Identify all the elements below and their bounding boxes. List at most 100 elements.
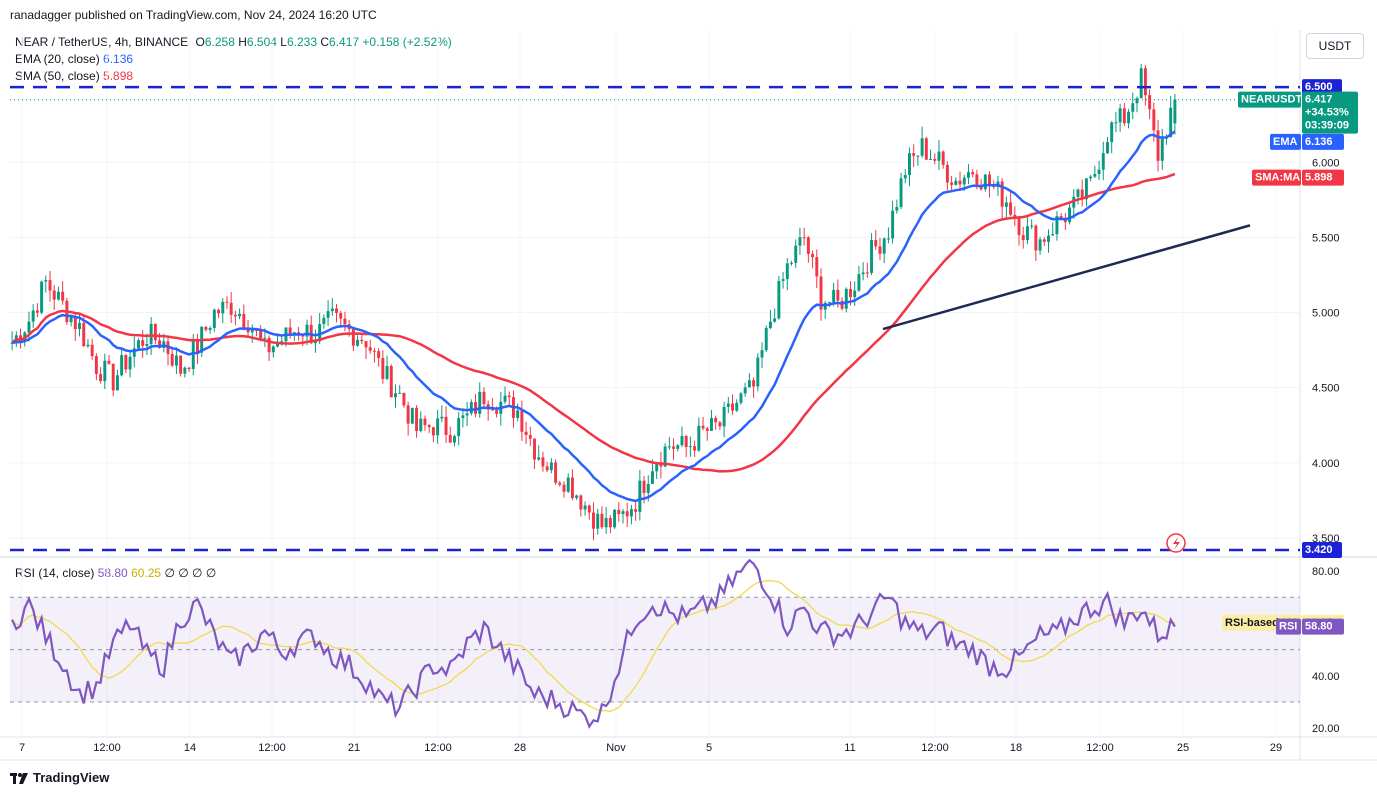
candle-body [533, 438, 536, 460]
candle-body [945, 164, 949, 183]
candle-body [444, 416, 448, 436]
candle-body [680, 436, 684, 446]
candle-body [469, 402, 473, 414]
candle-body [107, 360, 111, 364]
rsi-legend-label: RSI (14, close) [15, 566, 95, 580]
candle-body [566, 477, 570, 492]
candle-body [975, 174, 979, 187]
candle-body [524, 431, 528, 435]
candle-body [40, 281, 44, 313]
candle-body [722, 406, 726, 427]
candle-body [170, 353, 174, 366]
candle-body [1047, 235, 1050, 242]
ema-legend-value: 6.136 [103, 52, 134, 66]
candle-body [933, 158, 937, 161]
candle-body [760, 350, 764, 358]
candle-body [158, 340, 162, 348]
candle-body [1148, 95, 1152, 110]
candle-body [819, 276, 823, 310]
ema-20-line [11, 130, 1176, 503]
candle-body [861, 272, 865, 275]
candle-body [115, 375, 119, 391]
candle-body [790, 262, 793, 264]
candle-body [1169, 107, 1173, 138]
candle-body [849, 288, 852, 298]
time-tick-label: 5 [706, 742, 712, 754]
candle-body [1063, 218, 1067, 223]
candle-body [48, 280, 52, 291]
candle-body [663, 446, 667, 467]
candle-body [221, 301, 225, 314]
candle-body [634, 509, 638, 512]
open-label: O [195, 35, 205, 49]
candle-body [617, 509, 621, 515]
candle-body [705, 428, 709, 431]
candle-body [1160, 138, 1164, 161]
published-line: ranadagger published on TradingView.com,… [10, 8, 377, 22]
tradingview-logo[interactable]: TradingView [10, 770, 109, 785]
candle-body [440, 416, 444, 419]
candle-body [436, 418, 440, 436]
candle-body [217, 309, 221, 314]
candle-body [798, 237, 802, 246]
candle-body [579, 495, 583, 510]
candle-body [1068, 207, 1072, 223]
candle-body [452, 436, 456, 443]
candle-body [857, 274, 861, 291]
candle-body [69, 316, 73, 323]
candle-body [537, 457, 541, 460]
candle-body [642, 480, 646, 493]
candle-body [305, 324, 309, 337]
candle-body [385, 365, 389, 379]
symbol-label[interactable]: NEAR / TetherUS, 4h, BINANCE [15, 35, 189, 49]
candle-body [288, 327, 292, 335]
candle-body [802, 237, 806, 239]
candle-body [777, 280, 781, 319]
candle-body [1135, 98, 1139, 104]
candle-body [360, 339, 364, 342]
candle-body [398, 392, 402, 394]
candle-body [870, 239, 874, 273]
candle-body [423, 418, 427, 426]
price-tick-label: 4.500 [1312, 383, 1340, 395]
rsi-tick-label: 80.00 [1312, 566, 1340, 578]
ema-legend[interactable]: EMA (20, close) 6.136 [15, 52, 133, 66]
sma-legend-label: SMA (50, close) [15, 69, 100, 83]
ema-value-tag-bg [1302, 133, 1344, 150]
candle-body [1139, 68, 1143, 99]
candle-body [351, 329, 355, 346]
candle-body [271, 346, 275, 353]
sma-50-line [11, 172, 1176, 473]
candle-body [196, 340, 199, 353]
candle-body [688, 446, 692, 448]
candle-body [1093, 174, 1097, 177]
candle-body [1110, 122, 1114, 143]
candle-body [1055, 216, 1059, 235]
time-tick-label: 28 [514, 742, 526, 754]
sma-value-tag-bg [1302, 169, 1344, 186]
candle-body [1017, 217, 1021, 236]
candle-body [1025, 226, 1029, 240]
candle-body [587, 505, 591, 513]
candle-body [756, 357, 760, 387]
candle-body [735, 402, 739, 411]
candle-body [752, 380, 756, 387]
candle-body [743, 387, 747, 394]
last-price-tag-text: 6.417 [1305, 94, 1333, 106]
candle-body [570, 477, 574, 499]
candle-body [592, 512, 595, 529]
candle-body [238, 313, 242, 317]
candle-body [827, 302, 831, 304]
currency-button[interactable]: USDT [1306, 33, 1364, 59]
candle-body [313, 341, 317, 344]
candle-body [773, 318, 777, 322]
high-label: H [238, 35, 247, 49]
sma-legend[interactable]: SMA (50, close) 5.898 [15, 69, 133, 83]
candle-body [613, 509, 617, 528]
candle-body [415, 407, 419, 431]
close-label: C [320, 35, 330, 49]
candle-body [1131, 103, 1135, 112]
candle-body [697, 425, 701, 451]
candle-body [684, 436, 688, 448]
